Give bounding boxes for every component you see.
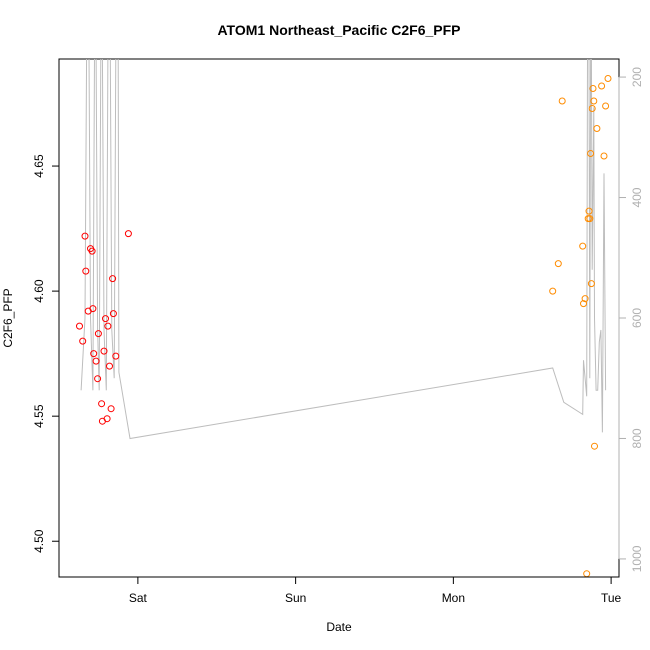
data-point (79, 337, 87, 345)
points-layer (76, 75, 612, 578)
data-point (585, 207, 593, 215)
data-point (554, 260, 562, 268)
y2-tick-label: 800 (630, 428, 644, 448)
data-point (587, 150, 595, 157)
data-point (107, 405, 115, 413)
data-point (76, 322, 83, 330)
data-point (82, 267, 90, 275)
data-point (89, 305, 97, 313)
y-tick-label: 4.55 (32, 404, 46, 428)
data-point (109, 275, 117, 283)
data-point (590, 97, 598, 105)
data-point (587, 280, 595, 288)
y-tick-label: 4.65 (32, 154, 46, 178)
y-axis: 4.50 4.55 4.60 4.65 (32, 154, 60, 553)
y-axis-label: C2F6_PFP (1, 288, 15, 347)
data-point (100, 347, 108, 355)
y2-tick-label: 1000 (630, 545, 644, 572)
data-point (586, 215, 594, 223)
data-point (580, 300, 587, 308)
x-axis: Sat Sun Mon Tue (129, 576, 622, 605)
data-point (589, 85, 597, 92)
data-point (102, 315, 109, 323)
profile-layer (80, 59, 607, 440)
x-tick-label: Sun (285, 591, 306, 605)
data-point (94, 330, 102, 338)
data-point (558, 97, 566, 105)
data-point (591, 442, 598, 450)
data-point (588, 105, 596, 112)
data-point (581, 295, 589, 303)
y-tick-label: 4.60 (32, 279, 46, 303)
chart-title: ATOM1 Northeast_Pacific C2F6_PFP (217, 22, 460, 38)
data-point (94, 375, 102, 383)
x-tick-label: Tue (601, 591, 622, 605)
data-point (598, 82, 606, 90)
y2-axis: 200 400 600 800 1000 (618, 67, 644, 572)
data-point (579, 242, 587, 250)
data-point (124, 230, 132, 238)
data-point (81, 232, 89, 240)
data-point (106, 362, 113, 370)
data-point (112, 352, 120, 360)
data-point (583, 570, 591, 578)
pressure-profile-line (80, 59, 607, 440)
data-point (602, 102, 610, 110)
x-tick-label: Sat (129, 591, 148, 605)
data-point (604, 75, 612, 82)
y2-tick-label: 400 (630, 187, 644, 207)
data-point (549, 287, 557, 295)
y2-tick-label: 200 (630, 67, 644, 87)
data-point (88, 247, 96, 255)
data-point (98, 400, 106, 408)
y2-tick-label: 600 (630, 308, 644, 328)
data-point (90, 350, 98, 358)
data-point (593, 125, 601, 132)
x-axis-label: Date (326, 620, 352, 634)
data-point (103, 415, 111, 423)
data-point (600, 152, 608, 160)
data-point (92, 357, 100, 365)
y-tick-label: 4.50 (32, 529, 46, 553)
plot-frame (58, 58, 620, 578)
data-point (104, 322, 112, 330)
data-point (109, 310, 117, 318)
x-tick-label: Mon (442, 591, 465, 605)
